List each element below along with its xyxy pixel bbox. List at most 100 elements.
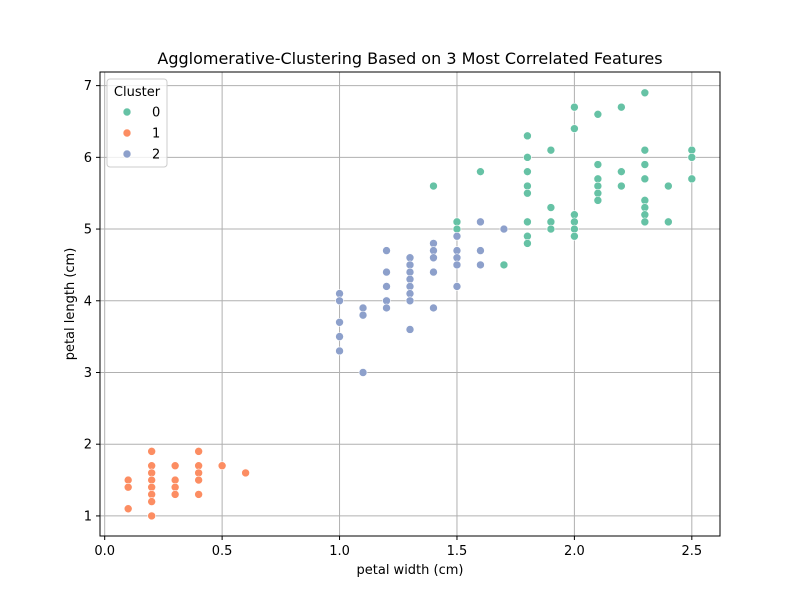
data-point-cluster-0 bbox=[570, 210, 579, 220]
data-point-cluster-0 bbox=[664, 217, 673, 227]
data-point-cluster-2 bbox=[452, 253, 462, 263]
y-axis-label: petal length (cm) bbox=[63, 248, 78, 361]
data-point-cluster-2 bbox=[405, 267, 415, 277]
data-point-cluster-0 bbox=[546, 224, 556, 234]
data-point-cluster-1 bbox=[170, 490, 180, 499]
data-points bbox=[123, 88, 697, 521]
data-point-cluster-0 bbox=[640, 174, 650, 184]
data-point-cluster-2 bbox=[405, 289, 415, 298]
data-point-cluster-0 bbox=[687, 153, 697, 162]
x-tick-label: 0.0 bbox=[94, 544, 115, 559]
y-axis-ticks: 1 2 3 4 5 6 7 bbox=[84, 79, 100, 524]
data-point-cluster-0 bbox=[476, 167, 485, 176]
data-point-cluster-0 bbox=[570, 224, 579, 234]
data-point-cluster-1 bbox=[194, 468, 203, 478]
data-point-cluster-0 bbox=[546, 145, 556, 155]
data-point-cluster-0 bbox=[499, 260, 509, 270]
data-point-cluster-2 bbox=[452, 260, 462, 270]
data-point-cluster-0 bbox=[593, 174, 603, 184]
x-axis-label: petal width (cm) bbox=[357, 563, 464, 578]
data-point-cluster-0 bbox=[640, 88, 650, 98]
data-point-cluster-2 bbox=[405, 296, 415, 306]
data-point-cluster-0 bbox=[523, 153, 532, 162]
data-point-cluster-2 bbox=[452, 282, 462, 291]
data-point-cluster-2 bbox=[429, 246, 438, 255]
legend-label-0: 0 bbox=[152, 106, 160, 121]
data-point-cluster-0 bbox=[523, 239, 532, 248]
data-point-cluster-0 bbox=[640, 203, 650, 212]
data-point-cluster-1 bbox=[123, 504, 133, 514]
data-point-cluster-2 bbox=[358, 303, 368, 313]
data-point-cluster-1 bbox=[147, 475, 156, 485]
x-axis-ticks: 0.0 0.5 1.0 1.5 2.0 2.5 bbox=[94, 536, 702, 559]
data-point-cluster-1 bbox=[123, 482, 133, 492]
data-point-cluster-1 bbox=[217, 461, 227, 471]
data-point-cluster-1 bbox=[194, 447, 203, 456]
data-point-cluster-2 bbox=[452, 246, 462, 255]
data-point-cluster-2 bbox=[405, 325, 415, 334]
data-point-cluster-0 bbox=[640, 217, 650, 227]
data-point-cluster-2 bbox=[476, 217, 485, 227]
x-tick-label: 2.5 bbox=[681, 544, 702, 559]
data-point-cluster-0 bbox=[593, 196, 603, 205]
data-point-cluster-1 bbox=[170, 461, 180, 471]
legend-marker-1 bbox=[122, 128, 132, 138]
data-point-cluster-2 bbox=[476, 260, 485, 270]
y-tick-label: 2 bbox=[84, 438, 92, 453]
data-point-cluster-0 bbox=[429, 181, 438, 191]
plot-area-frame bbox=[99, 71, 721, 537]
data-point-cluster-0 bbox=[452, 224, 462, 234]
data-point-cluster-2 bbox=[382, 246, 391, 255]
legend-marker-0 bbox=[122, 107, 132, 117]
y-tick-label: 7 bbox=[84, 79, 92, 94]
legend-marker-2 bbox=[122, 149, 132, 159]
data-point-cluster-0 bbox=[452, 217, 462, 227]
data-point-cluster-0 bbox=[523, 188, 532, 198]
data-point-cluster-2 bbox=[405, 253, 415, 263]
data-point-cluster-0 bbox=[523, 131, 532, 141]
chart-title: Agglomerative-Clustering Based on 3 Most… bbox=[157, 49, 662, 68]
data-point-cluster-0 bbox=[523, 231, 532, 241]
legend-title: Cluster bbox=[114, 85, 161, 100]
data-point-cluster-2 bbox=[335, 332, 344, 341]
data-point-cluster-0 bbox=[570, 124, 579, 133]
data-point-cluster-2 bbox=[405, 260, 415, 270]
y-tick-label: 6 bbox=[84, 151, 92, 166]
data-point-cluster-2 bbox=[382, 267, 391, 277]
data-point-cluster-1 bbox=[170, 475, 180, 485]
data-point-cluster-2 bbox=[335, 289, 344, 298]
data-point-cluster-0 bbox=[570, 102, 579, 112]
data-point-cluster-2 bbox=[405, 282, 415, 291]
data-point-cluster-2 bbox=[476, 246, 485, 255]
data-point-cluster-0 bbox=[687, 174, 697, 184]
data-point-cluster-2 bbox=[499, 224, 509, 234]
data-point-cluster-2 bbox=[429, 239, 438, 248]
data-point-cluster-1 bbox=[147, 447, 156, 456]
data-point-cluster-2 bbox=[452, 231, 462, 241]
data-point-cluster-0 bbox=[617, 167, 626, 176]
data-point-cluster-0 bbox=[687, 145, 697, 155]
data-point-cluster-0 bbox=[593, 188, 603, 198]
legend: Cluster 0 1 2 bbox=[106, 78, 168, 168]
data-point-cluster-0 bbox=[593, 181, 603, 191]
data-point-cluster-0 bbox=[617, 102, 626, 112]
x-tick-label: 0.5 bbox=[212, 544, 233, 559]
data-point-cluster-1 bbox=[147, 497, 156, 506]
data-point-cluster-2 bbox=[382, 282, 391, 291]
data-point-cluster-0 bbox=[570, 231, 579, 241]
data-point-cluster-1 bbox=[194, 490, 203, 499]
data-point-cluster-2 bbox=[382, 296, 391, 306]
y-tick-label: 1 bbox=[84, 509, 92, 524]
data-point-cluster-1 bbox=[241, 468, 250, 478]
data-point-cluster-2 bbox=[335, 296, 344, 306]
data-point-cluster-0 bbox=[664, 181, 673, 191]
data-point-cluster-1 bbox=[123, 475, 133, 485]
data-point-cluster-2 bbox=[429, 303, 438, 313]
y-tick-label: 4 bbox=[84, 294, 92, 309]
data-point-cluster-0 bbox=[546, 203, 556, 212]
data-point-cluster-2 bbox=[335, 346, 344, 356]
data-point-cluster-0 bbox=[523, 167, 532, 176]
data-point-cluster-0 bbox=[640, 145, 650, 155]
x-tick-label: 1.0 bbox=[329, 544, 350, 559]
